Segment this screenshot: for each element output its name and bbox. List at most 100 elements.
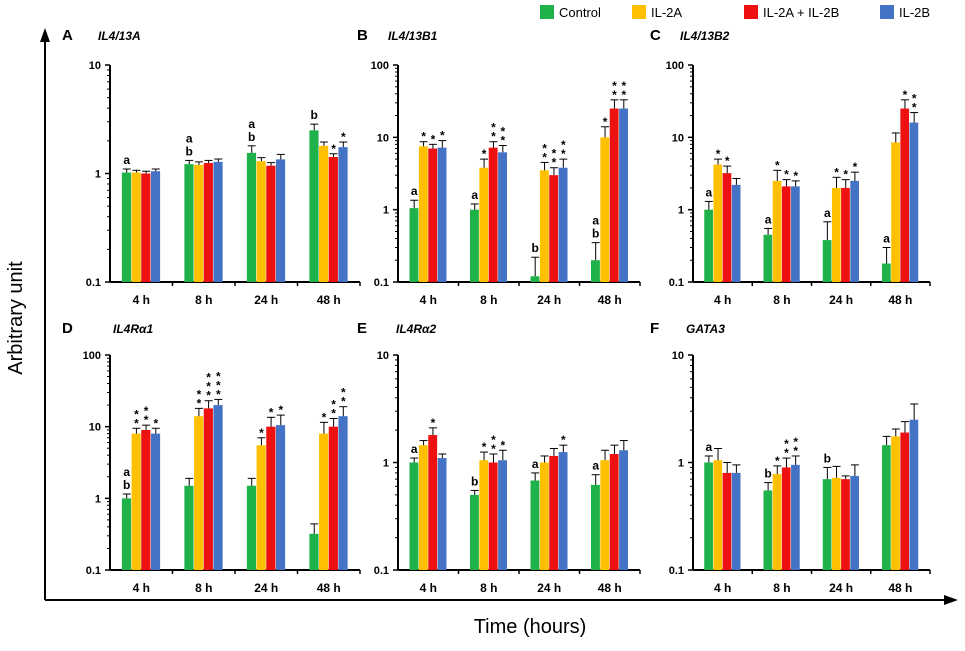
bar [418, 146, 428, 282]
significance-mark: * [775, 158, 780, 172]
bar [184, 164, 194, 282]
bar [781, 467, 791, 570]
significance-mark: b [186, 144, 193, 158]
bar [256, 445, 266, 570]
bar [731, 472, 741, 570]
bar [822, 479, 832, 570]
bar [131, 433, 141, 570]
bar [600, 137, 610, 282]
bar [772, 180, 782, 282]
bar [498, 460, 508, 570]
bar [338, 416, 348, 570]
y-tick-label: 1 [383, 205, 389, 217]
bar [549, 175, 559, 282]
significance-mark: * [440, 129, 445, 143]
bar [309, 130, 319, 282]
bar [530, 276, 540, 282]
y-tick-label: 10 [377, 350, 389, 362]
bar [704, 462, 713, 570]
y-tick-label: 0.1 [374, 565, 389, 577]
legend-label-4: IL-2B [899, 5, 930, 20]
x-tick-label: 4 h [420, 293, 437, 307]
bar [194, 164, 204, 282]
significance-mark: * [542, 150, 547, 164]
significance-mark: * [153, 416, 158, 430]
legend-label-2: IL-2A [651, 5, 682, 20]
significance-mark: * [491, 433, 496, 447]
bar [609, 108, 619, 282]
significance-mark: b [824, 451, 831, 465]
bar [469, 209, 479, 282]
bar [549, 455, 559, 570]
significance-mark: * [793, 435, 798, 449]
bar [619, 450, 629, 570]
bar [338, 147, 348, 282]
significance-mark: * [341, 386, 346, 400]
bar [213, 405, 223, 570]
bar [409, 462, 419, 570]
bar [619, 108, 629, 282]
y-tick-label: 10 [89, 60, 101, 72]
significance-mark: b [764, 467, 771, 481]
bar [558, 167, 568, 282]
x-tick-label: 24 h [254, 293, 278, 307]
bar [909, 419, 919, 570]
bar [194, 416, 204, 570]
significance-mark: * [903, 88, 908, 102]
y-tick-label: 0.1 [374, 277, 389, 289]
significance-mark: a [592, 459, 599, 473]
bar [428, 435, 438, 570]
panel-letter: B [357, 27, 368, 44]
bar [763, 234, 773, 282]
significance-mark: * [612, 79, 617, 93]
significance-mark: b [248, 130, 255, 144]
legend-swatch-2 [632, 5, 646, 19]
bar [704, 209, 713, 282]
x-tick-label: 24 h [537, 293, 561, 307]
significance-mark: a [706, 185, 713, 199]
bar [121, 172, 132, 282]
significance-mark: * [500, 438, 505, 452]
bar [763, 490, 773, 570]
bar [850, 475, 859, 570]
significance-mark: a [123, 465, 130, 479]
significance-mark: a [186, 131, 193, 145]
significance-mark: * [144, 404, 149, 418]
bar [437, 458, 447, 570]
bar [882, 263, 891, 282]
significance-mark: * [278, 403, 283, 417]
bar [831, 187, 841, 282]
y-tick-label: 10 [377, 132, 389, 144]
panel-letter: A [62, 27, 73, 44]
legend-swatch-3 [744, 5, 758, 19]
bar [309, 533, 319, 570]
legend-swatch-4 [880, 5, 894, 19]
significance-mark: a [123, 153, 130, 167]
y-tick-label: 0.1 [669, 277, 684, 289]
significance-mark: * [912, 101, 917, 115]
x-axis-title: Time (hours) [474, 616, 587, 638]
significance-mark: * [716, 147, 721, 161]
significance-mark: * [561, 147, 566, 161]
x-tick-label: 4 h [133, 581, 150, 595]
significance-mark: * [322, 410, 327, 424]
panel-title: IL4Rα2 [396, 322, 436, 336]
y-tick-label: 10 [672, 350, 684, 362]
bar [791, 464, 800, 570]
bar [479, 460, 489, 570]
panel-letter: F [650, 320, 659, 337]
bar [150, 171, 161, 282]
bar [909, 122, 919, 282]
x-tick-label: 4 h [133, 293, 150, 307]
bar [841, 187, 850, 282]
bar [882, 445, 891, 570]
y-tick-label: 1 [95, 169, 101, 181]
bar [328, 156, 338, 282]
x-tick-label: 4 h [714, 581, 731, 595]
significance-mark: * [853, 160, 858, 174]
bar [498, 152, 508, 282]
panel-title: IL4/13B2 [680, 29, 730, 43]
